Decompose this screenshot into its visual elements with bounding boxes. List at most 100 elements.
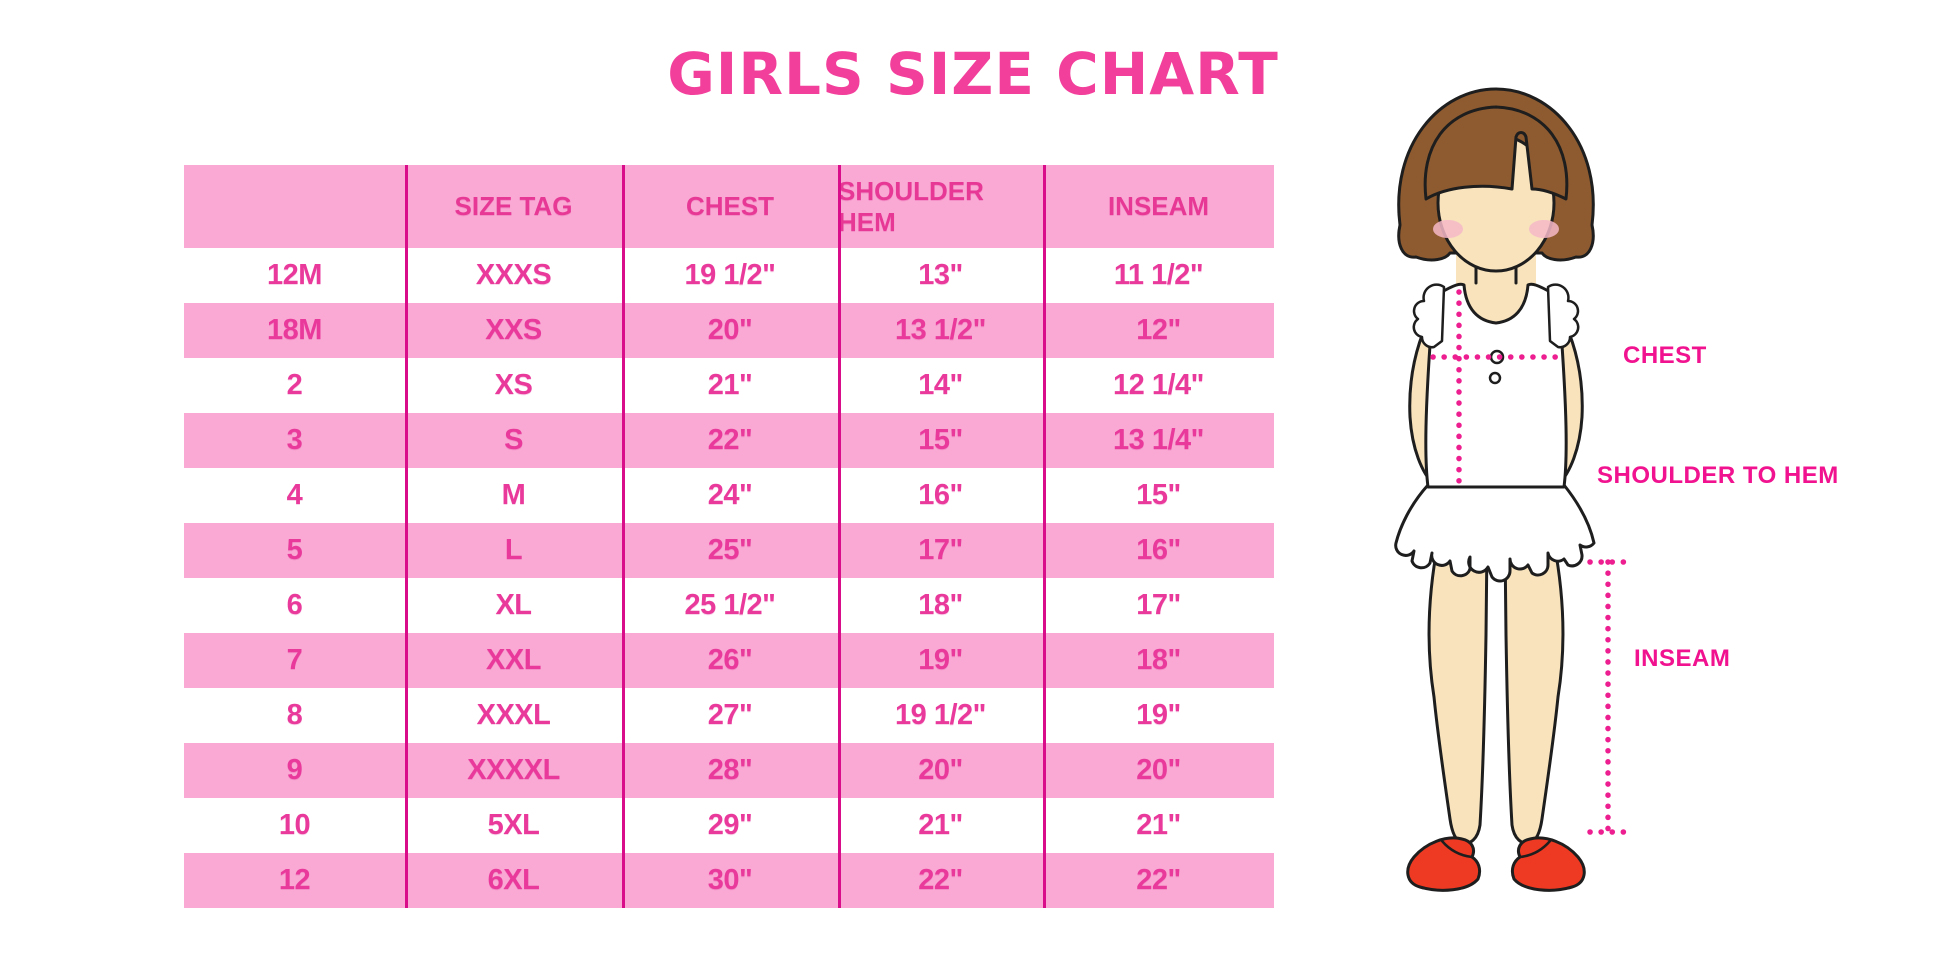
table-cell: 29" xyxy=(707,809,753,841)
table-cell: XS xyxy=(494,369,533,401)
table-cell: 19" xyxy=(1136,699,1181,731)
table-cell: 9 xyxy=(286,754,303,786)
size-table: SIZE TAG CHEST SHOULDER HEM INSEAM 12M XXXS 19… xyxy=(184,165,1274,908)
table-cell: XXL xyxy=(486,644,541,676)
table-cell: 24" xyxy=(707,479,753,511)
table-cell: 13 1/4" xyxy=(1113,424,1204,456)
left-blush xyxy=(1433,220,1463,238)
header-cell: SHOULDER HEM xyxy=(838,175,984,237)
chest-label: CHEST xyxy=(1623,342,1707,369)
table-cell: 11 1/2" xyxy=(1113,259,1204,291)
table-cell: 14" xyxy=(918,369,963,401)
table-cell: 12 1/4" xyxy=(1113,369,1204,401)
table-cell: XXS xyxy=(485,314,542,346)
table-cell: 17" xyxy=(918,534,963,566)
table-cell: 5 xyxy=(286,534,303,566)
table-cell: 26" xyxy=(707,644,753,676)
table-row: 12 6XL 30" 22" 22" xyxy=(184,853,1274,908)
table-row: 8 XXXL 27" 19 1/2" 19" xyxy=(184,688,1274,743)
table-cell: 20" xyxy=(707,314,753,346)
girl-measurement-illustration xyxy=(1394,87,1629,892)
left-shoe xyxy=(1406,836,1482,892)
table-cell: 28" xyxy=(707,754,753,786)
table-cell: 25 1/2" xyxy=(684,589,776,621)
table-cell: 30" xyxy=(707,864,753,896)
right-blush xyxy=(1529,220,1559,238)
table-row: 5 L 25" 17" 16" xyxy=(184,523,1274,578)
table-cell: 12M xyxy=(267,259,322,291)
table-cell: 21" xyxy=(1136,809,1181,841)
table-cell: 13" xyxy=(918,259,963,291)
table-cell: 16" xyxy=(918,479,963,511)
table-cell: 15" xyxy=(1136,479,1181,511)
header-cell: CHEST xyxy=(685,191,775,221)
table-cell: 8 xyxy=(286,699,303,731)
skirt xyxy=(1394,483,1596,583)
table-cell: 22" xyxy=(918,864,963,896)
shoulder-to-hem-label: SHOULDER TO HEM xyxy=(1597,462,1839,489)
table-cell: 20" xyxy=(918,754,963,786)
table-cell: 22" xyxy=(707,424,753,456)
table-row: 3 S 22" 15" 13 1/4" xyxy=(184,413,1274,468)
table-cell: 27" xyxy=(707,699,753,731)
table-cell: XXXL xyxy=(476,699,551,731)
table-cell: L xyxy=(504,534,523,566)
header-cell xyxy=(184,165,405,248)
hair-bangs xyxy=(1423,105,1569,201)
page-title: GIRLS SIZE CHART xyxy=(667,40,1279,108)
left-shoulder-ruffle xyxy=(1412,283,1446,349)
table-cell: S xyxy=(504,424,523,456)
table-cell: 19 1/2" xyxy=(684,259,776,291)
table-cell: 2 xyxy=(286,369,303,401)
table-row: 9 XXXXL 28" 20" 20" xyxy=(184,743,1274,798)
table-row: SIZE TAG CHEST SHOULDER HEM INSEAM xyxy=(184,165,1274,248)
header-cell: INSEAM xyxy=(1107,191,1210,221)
table-cell: 13 1/2" xyxy=(895,314,986,346)
table-row: 12M XXXS 19 1/2" 13" 11 1/2" xyxy=(184,248,1274,303)
table-cell: 17" xyxy=(1136,589,1181,621)
table-cell: 6XL xyxy=(487,864,540,896)
table-cell: 6 xyxy=(286,589,303,621)
table-cell: 7 xyxy=(286,644,303,676)
table-cell: 18" xyxy=(918,589,963,621)
table-cell: 18" xyxy=(1136,644,1181,676)
table-cell: 21" xyxy=(918,809,963,841)
table-cell: XL xyxy=(495,589,532,621)
table-divider xyxy=(838,165,841,908)
inseam-label: INSEAM xyxy=(1634,645,1731,672)
table-cell: 12" xyxy=(1136,314,1181,346)
table-row: 18M XXS 20" 13 1/2" 12" xyxy=(184,303,1274,358)
table-row: 7 XXL 26" 19" 18" xyxy=(184,633,1274,688)
table-cell: 18M xyxy=(267,314,322,346)
right-shoe xyxy=(1510,836,1586,892)
table-cell: 22" xyxy=(1136,864,1181,896)
table-cell: 5XL xyxy=(487,809,540,841)
table-cell: 16" xyxy=(1136,534,1181,566)
button-bottom xyxy=(1488,371,1502,385)
table-cell: XXXS xyxy=(475,259,552,291)
table-cell: 10 xyxy=(278,809,311,841)
table-row: 6 XL 25 1/2" 18" 17" xyxy=(184,578,1274,633)
left-leg xyxy=(1427,541,1489,845)
table-cell: 19 1/2" xyxy=(895,699,986,731)
table-cell: 20" xyxy=(1136,754,1181,786)
table-cell: 15" xyxy=(918,424,963,456)
table-row: 10 5XL 29" 21" 21" xyxy=(184,798,1274,853)
header-cell: SIZE TAG xyxy=(454,191,573,221)
table-cell: 25" xyxy=(707,534,753,566)
table-divider xyxy=(622,165,625,908)
table-row: 4 M 24" 16" 15" xyxy=(184,468,1274,523)
table-cell: 21" xyxy=(707,369,753,401)
table-cell: 19" xyxy=(918,644,963,676)
table-row: 2 XS 21" 14" 12 1/4" xyxy=(184,358,1274,413)
table-divider xyxy=(1043,165,1046,908)
right-shoulder-ruffle xyxy=(1546,283,1580,349)
table-cell: XXXXL xyxy=(467,754,560,786)
table-cell: M xyxy=(501,479,526,511)
table-divider xyxy=(405,165,408,908)
table-cell: 3 xyxy=(286,424,303,456)
table-cell: 12 xyxy=(278,864,311,896)
table-cell: 4 xyxy=(286,479,303,511)
right-leg xyxy=(1503,541,1565,845)
